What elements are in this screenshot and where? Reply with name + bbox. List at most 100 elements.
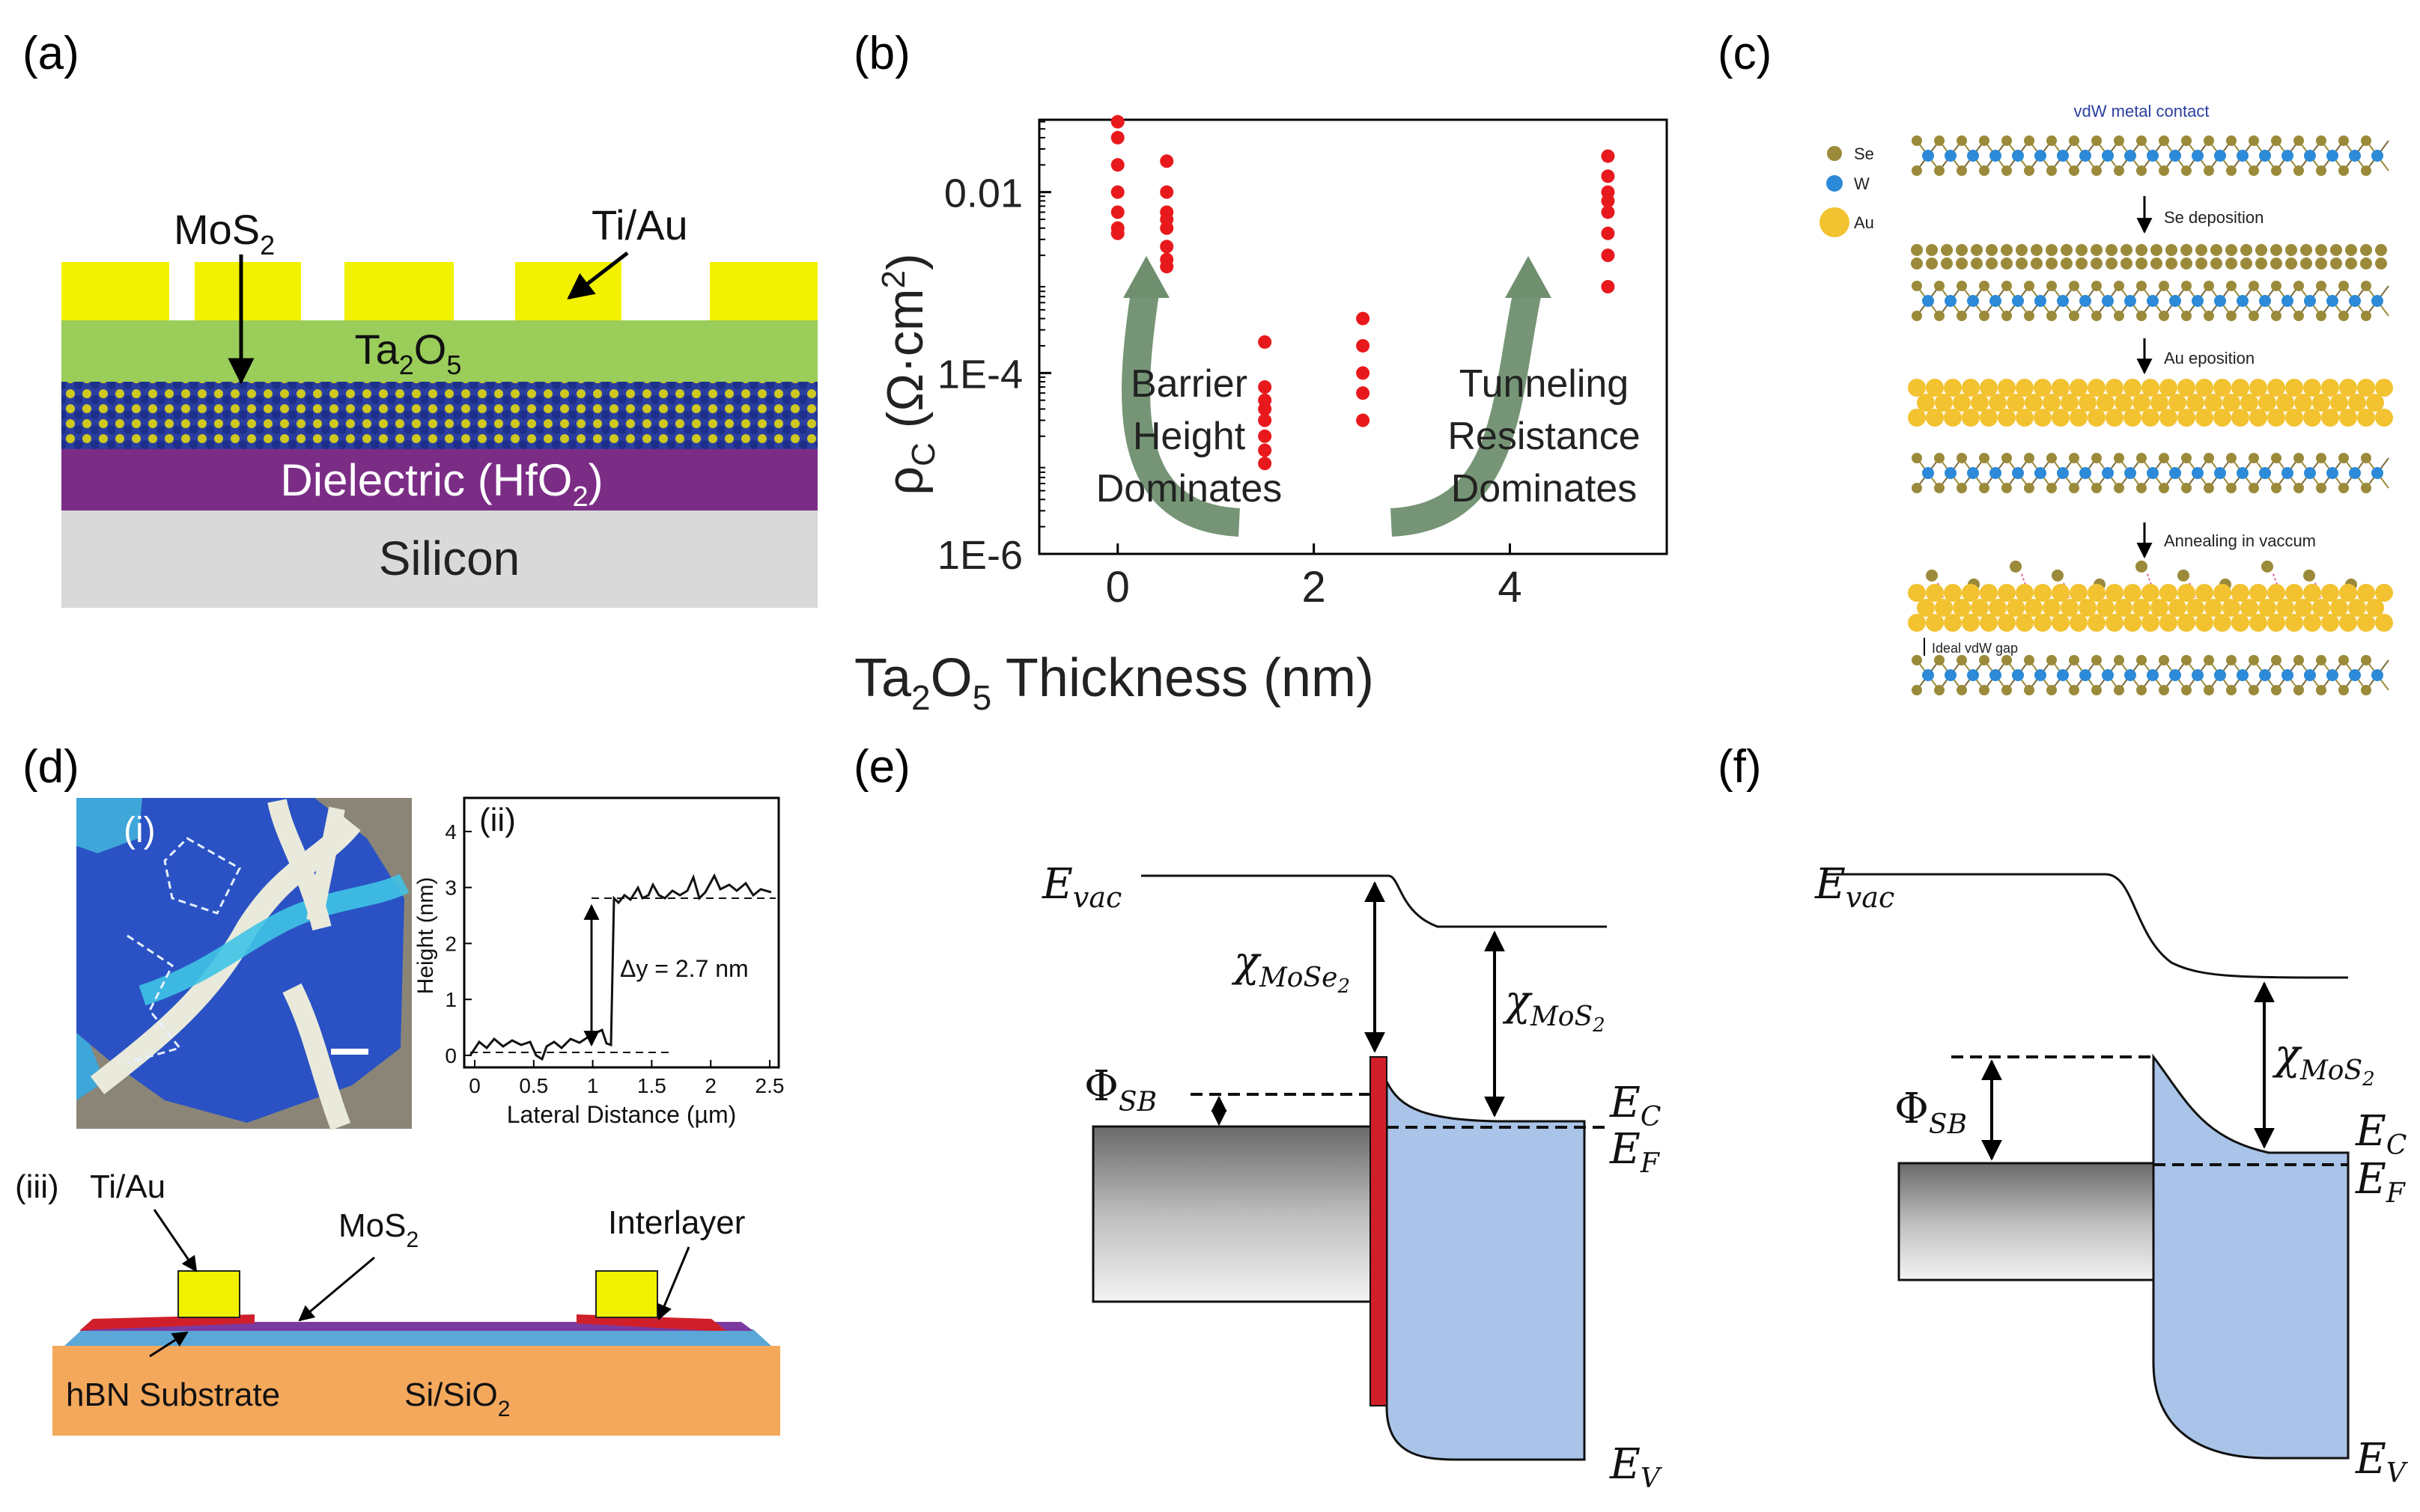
w-atom (1967, 669, 1979, 681)
se-atom (1957, 655, 1967, 665)
au-atom (2330, 394, 2348, 412)
au-atom (2240, 599, 2258, 617)
svg-text:Se: Se (1854, 144, 1874, 163)
au-atom (2141, 409, 2159, 427)
se-atom (2159, 311, 2169, 321)
w-atom (2192, 295, 2204, 307)
au-atom (2267, 614, 2285, 632)
se-atom (2091, 655, 2102, 665)
w-atom (2169, 669, 2181, 681)
se-atom (2076, 257, 2088, 269)
tiau-pad-right (595, 1270, 658, 1318)
au-atom (2375, 409, 2393, 427)
se-atom (2061, 244, 2073, 256)
w-atom (2192, 150, 2204, 162)
au-atom (2088, 379, 2106, 397)
au-atom (1962, 584, 1980, 602)
au-atom (2249, 614, 2267, 632)
w-atom (2259, 295, 2271, 307)
se-atom (2069, 311, 2079, 321)
se-atom (2069, 483, 2079, 493)
w-atom (1989, 150, 2001, 162)
se-atom (2046, 311, 2057, 321)
w-atom (2192, 467, 2204, 479)
se-atom (2016, 257, 2028, 269)
w-atom (1989, 669, 2001, 681)
se-atom (2001, 685, 2012, 695)
au-atom (2294, 599, 2312, 617)
si-sio2-substrate (52, 1346, 780, 1436)
au-atom (2016, 614, 2034, 632)
lattice-stacks (1908, 135, 2393, 695)
plot-frame (1038, 118, 1668, 555)
au-atom (2025, 599, 2043, 617)
se-atom (2316, 165, 2326, 176)
w-atom (2079, 150, 2091, 162)
au-atom (1989, 599, 2007, 617)
w-atom (2124, 295, 2136, 307)
vacuum-level-e (1141, 874, 1607, 928)
tiau-label-d: Ti/Au (90, 1168, 165, 1205)
au-atom (2141, 584, 2159, 602)
se-atom (1957, 311, 1967, 321)
wse2-layer (1912, 281, 2389, 321)
svg-text:W: W (1854, 174, 1870, 193)
se-atom (2204, 685, 2214, 695)
se-atom (2249, 165, 2259, 176)
au-atom (1980, 584, 1998, 602)
w-atom (2057, 669, 2069, 681)
w-atom (1945, 295, 1957, 307)
au-atom (2222, 599, 2240, 617)
w-atom (2057, 467, 2069, 479)
se-atom (2181, 655, 2192, 665)
au-atom (2034, 379, 2052, 397)
se-atom (2091, 685, 2102, 695)
se-atom (2255, 244, 2267, 256)
se-atom (2249, 655, 2259, 665)
legend-c: Se W Au (1819, 144, 1874, 237)
data-point (1356, 366, 1370, 380)
evac-label-f: Evac (1814, 860, 1894, 914)
se-atom (1956, 257, 1968, 269)
se-atom (2001, 165, 2012, 176)
au-atom (2258, 394, 2276, 412)
data-point (1601, 226, 1615, 240)
se-atom (2271, 311, 2281, 321)
se-atom (1934, 655, 1945, 665)
au-atom (1917, 394, 1935, 412)
w-atom (2371, 669, 2383, 681)
vacuum-level-f (1827, 873, 2349, 979)
w-atom (1922, 150, 1934, 162)
se-atom (2249, 135, 2259, 146)
se-atom (2046, 135, 2057, 146)
se-atom (2271, 281, 2281, 291)
au-atom (2052, 584, 2070, 602)
au-atom (2115, 394, 2132, 412)
se-atom (2024, 685, 2034, 695)
au-atom (1971, 394, 1989, 412)
au-layer (1908, 584, 2393, 632)
se-atom (1957, 135, 1967, 146)
au-atom (2303, 584, 2321, 602)
y-tick-label: 1E-4 (937, 352, 1023, 397)
se-atom (2135, 244, 2147, 256)
se-atom (2293, 135, 2304, 146)
se-atom (2249, 685, 2259, 695)
svg-text:Au: Au (1854, 213, 1874, 232)
se-atom (2136, 453, 2147, 463)
ta2o5-label: Ta2O5 (355, 326, 462, 380)
w-atom (1989, 295, 2001, 307)
se-atom (1979, 483, 1989, 493)
au-atom (2186, 394, 2204, 412)
se-atom (2225, 244, 2237, 256)
se-atom (2226, 311, 2237, 321)
se-atom (2338, 281, 2349, 291)
w-atom (2102, 669, 2114, 681)
se-atom (2249, 483, 2259, 493)
se-atom (2181, 483, 2192, 493)
se-atom (1934, 165, 1945, 176)
au-atom (2177, 379, 2195, 397)
au-atom (2106, 379, 2123, 397)
au-atom (1989, 394, 2007, 412)
au-atom (2132, 599, 2150, 617)
